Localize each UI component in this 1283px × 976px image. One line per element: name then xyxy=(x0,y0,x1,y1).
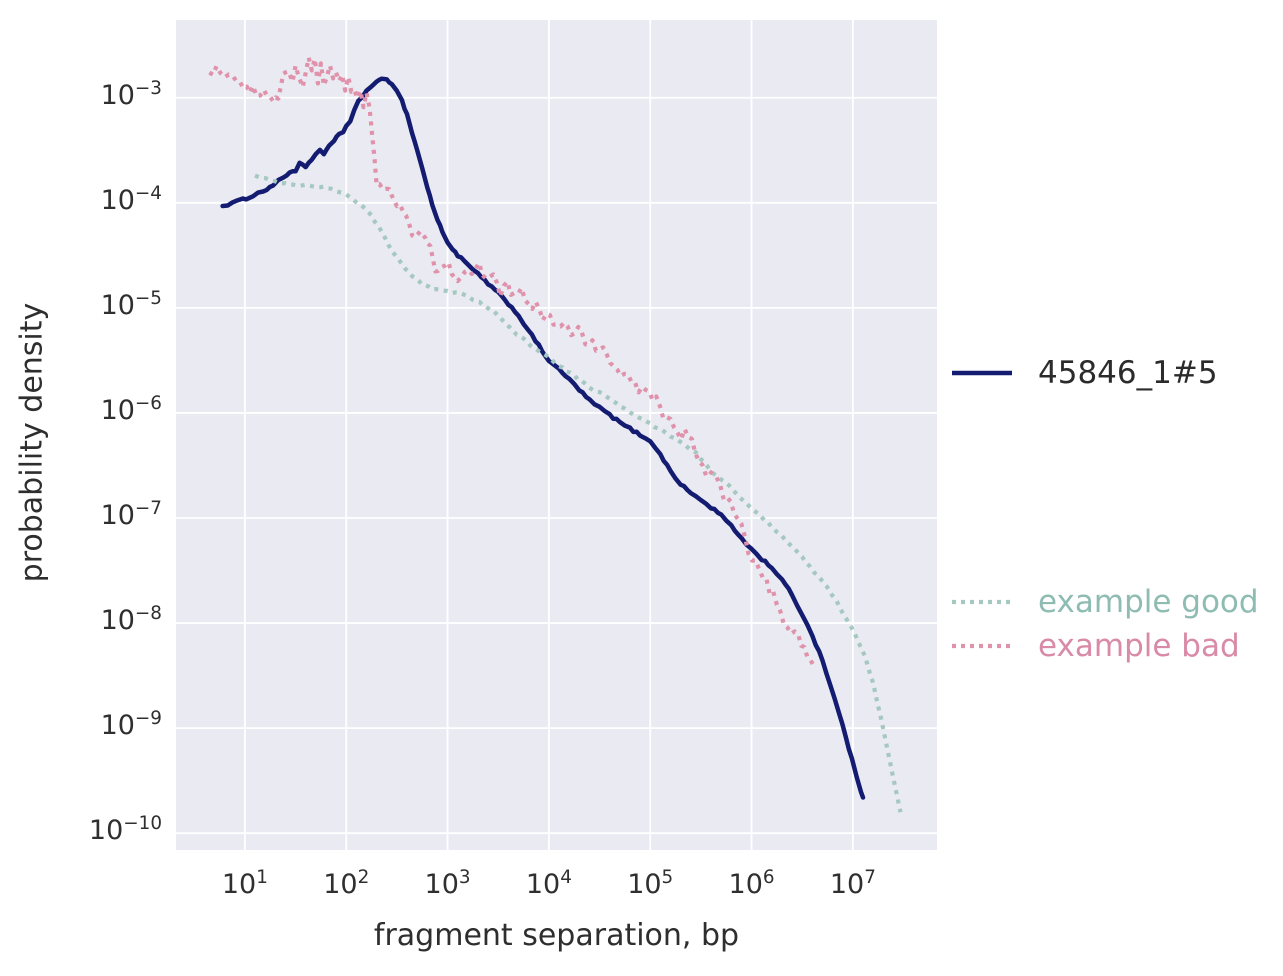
legend-label: example bad xyxy=(1038,628,1240,664)
y-tick-label: 10−8 xyxy=(100,603,162,637)
x-tick-label: 106 xyxy=(728,867,775,900)
legend-examples: example good example bad xyxy=(950,580,1259,668)
series-line-45846-1-5 xyxy=(220,76,866,800)
dotted-line-swatch-icon xyxy=(952,599,1012,605)
dotted-line-swatch-icon xyxy=(952,643,1012,649)
y-tick-label: 10−3 xyxy=(100,77,162,111)
legend-main: 45846_1#5 xyxy=(950,351,1218,395)
x-tick-label: 107 xyxy=(829,867,876,900)
series-line-example-bad xyxy=(208,55,817,669)
x-tick-label: 105 xyxy=(627,867,674,900)
y-tick-label: 10−5 xyxy=(100,287,162,321)
solid-line-swatch-icon xyxy=(952,370,1012,376)
legend-item-example-good: example good xyxy=(950,580,1259,624)
grid-lines xyxy=(176,20,937,850)
plot-background xyxy=(176,20,937,850)
series-curves xyxy=(208,55,903,813)
series-line-example-good xyxy=(254,173,903,813)
y-tick-label: 10−9 xyxy=(100,708,162,742)
y-axis-label: probability density xyxy=(14,302,50,583)
legend-item-example-bad: example bad xyxy=(950,624,1259,668)
legend-label: example good xyxy=(1038,584,1259,620)
x-tick-label: 104 xyxy=(525,867,572,900)
x-tick-label: 103 xyxy=(424,867,471,900)
y-tick-label: 10−7 xyxy=(100,498,162,531)
legend-item-45846-1-5: 45846_1#5 xyxy=(950,351,1218,395)
x-axis-label: fragment separation, bp xyxy=(373,918,740,953)
legend-label: 45846_1#5 xyxy=(1038,355,1218,391)
y-tick-label: 10−6 xyxy=(100,392,162,426)
y-tick-label: 10−10 xyxy=(88,813,162,847)
x-tick-label: 101 xyxy=(221,867,268,900)
y-tick-label: 10−4 xyxy=(100,182,162,216)
x-tick-label: 102 xyxy=(323,867,370,900)
